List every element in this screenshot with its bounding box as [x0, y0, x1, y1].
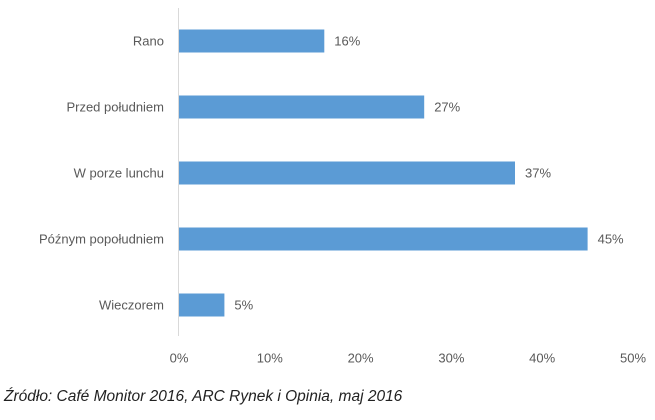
x-tick-label: 40% [529, 351, 555, 366]
category-label: Rano [133, 34, 164, 49]
bar [179, 95, 425, 119]
bar [179, 227, 588, 251]
x-tick-label: 0% [170, 351, 189, 366]
data-label: 27% [434, 100, 460, 115]
x-tick-label: 20% [348, 351, 374, 366]
category-labels-group: Rano Przed południem W porze lunchu Późnym … [39, 34, 164, 313]
category-label: W porze lunchu [74, 166, 164, 181]
bar [179, 29, 325, 53]
x-tick-label: 50% [620, 351, 646, 366]
x-tick-label: 10% [257, 351, 283, 366]
category-label: Przed południem [66, 100, 164, 115]
data-label: 16% [334, 34, 360, 49]
source-note: Źródło: Café Monitor 2016, ARC Rynek i O… [4, 388, 403, 405]
value-labels-group: 16% 27% 37% 45% 5% [234, 34, 624, 313]
bar [179, 293, 225, 317]
category-label: Późnym popołudniem [39, 232, 164, 247]
data-label: 5% [234, 298, 253, 313]
category-label: Wieczorem [99, 298, 164, 313]
bars-group [179, 29, 588, 317]
data-label: 37% [525, 166, 551, 181]
bar [179, 161, 515, 185]
x-tick-labels-group: 0% 10% 20% 30% 40% 50% [170, 351, 647, 366]
x-tick-label: 30% [438, 351, 464, 366]
data-label: 45% [598, 232, 624, 247]
